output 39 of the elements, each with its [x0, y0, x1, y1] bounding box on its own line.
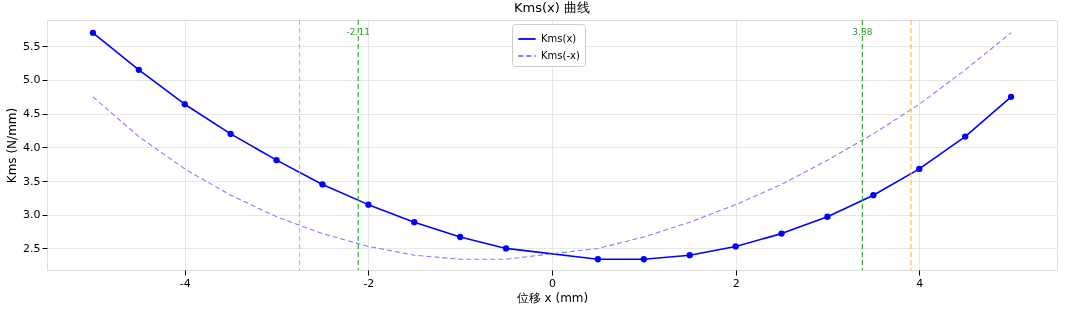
y-tick-label: 5.5: [23, 39, 41, 53]
x-tick-label: 2: [732, 276, 740, 290]
point: [732, 243, 739, 250]
legend-label: Kms(x): [541, 33, 577, 44]
x-axis-title: 位移 x (mm): [516, 290, 589, 305]
point: [1007, 93, 1015, 100]
chart-title: Kms(x) 曲线: [514, 0, 590, 16]
y-tick-label: 3.5: [23, 174, 41, 188]
point: [916, 165, 923, 173]
y-tick-label: 2.5: [23, 241, 41, 255]
point: [181, 101, 188, 108]
point: [962, 133, 969, 140]
point: [227, 130, 234, 138]
y-tick-label: 5.0: [23, 73, 41, 87]
point: [778, 230, 785, 237]
point: [457, 233, 464, 241]
point: [135, 66, 142, 74]
point: [824, 213, 831, 220]
point: [594, 256, 602, 263]
legend-label: Kms(-x): [541, 50, 580, 61]
x-tick-label: 4: [916, 276, 924, 290]
point: [365, 201, 372, 208]
x-tick-label: 0: [549, 276, 556, 290]
y-axis-title: Kms (N/mm): [5, 107, 20, 184]
point: [273, 157, 280, 164]
y-tick-label: 4.0: [23, 140, 41, 154]
point: [686, 252, 693, 259]
point: [870, 192, 877, 199]
point: [319, 181, 326, 188]
x-tick-label: -2: [363, 276, 375, 290]
y-tick-label: 3.0: [23, 208, 41, 222]
point: [640, 256, 647, 263]
point: [89, 29, 97, 36]
y-tick-label: 4.5: [23, 107, 41, 121]
point: [502, 245, 510, 252]
x-tick-label: -4: [179, 276, 191, 290]
ref-line-label: 3.38: [852, 27, 873, 37]
point: [411, 219, 418, 226]
ref-line-label: -2.11: [346, 27, 370, 37]
